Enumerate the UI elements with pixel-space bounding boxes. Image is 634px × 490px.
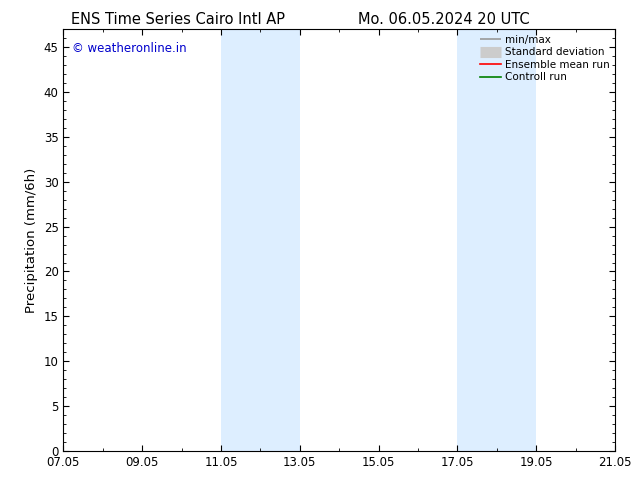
Text: Mo. 06.05.2024 20 UTC: Mo. 06.05.2024 20 UTC xyxy=(358,12,529,27)
Text: ENS Time Series Cairo Intl AP: ENS Time Series Cairo Intl AP xyxy=(70,12,285,27)
Legend: min/max, Standard deviation, Ensemble mean run, Controll run: min/max, Standard deviation, Ensemble me… xyxy=(478,32,612,84)
Y-axis label: Precipitation (mm/6h): Precipitation (mm/6h) xyxy=(25,168,38,313)
Text: © weatheronline.in: © weatheronline.in xyxy=(72,42,186,55)
Bar xyxy=(457,29,536,451)
Bar xyxy=(221,29,300,451)
